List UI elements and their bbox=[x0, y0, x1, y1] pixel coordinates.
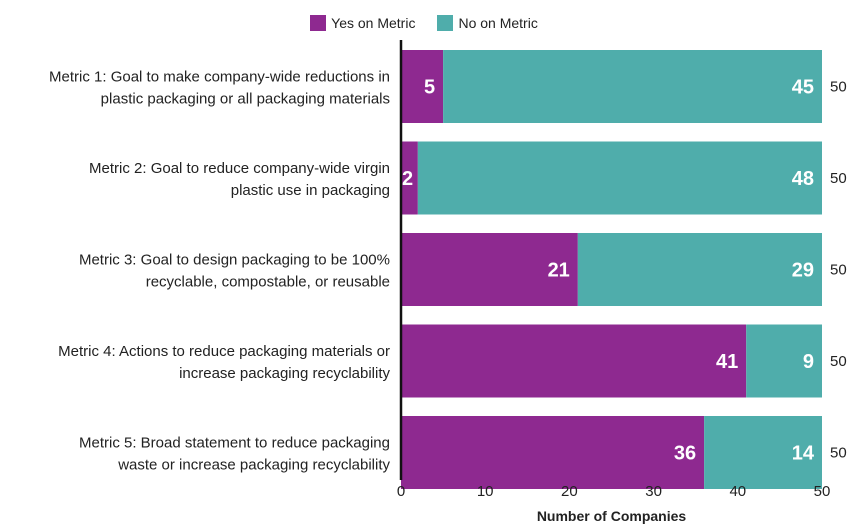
total-label-metric-2: 50 bbox=[830, 170, 847, 187]
category-label-metric-1: Metric 1: Goal to make company-wide redu… bbox=[49, 69, 390, 108]
total-label-metric-4: 50 bbox=[830, 353, 847, 370]
chart-legend: Yes on Metric No on Metric bbox=[0, 12, 848, 34]
category-label-metric-5: Metric 5: Broad statement to reduce pack… bbox=[79, 435, 391, 474]
bar-segment-yes-metric-4 bbox=[401, 324, 747, 398]
category-label-line: plastic packaging or all packaging mater… bbox=[101, 91, 390, 108]
category-label-line: Metric 2: Goal to reduce company-wide vi… bbox=[89, 160, 390, 177]
category-label-line: waste or increase packaging recyclabilit… bbox=[117, 457, 390, 474]
bar-value-label-no-metric-4: 9 bbox=[803, 351, 814, 373]
legend-label-no: No on Metric bbox=[458, 15, 538, 31]
bar-value-label-yes-metric-4: 41 bbox=[716, 351, 738, 373]
bar-value-label-yes-metric-1: 5 bbox=[424, 77, 435, 99]
bar-segment-yes-metric-2 bbox=[401, 141, 418, 215]
category-label-line: plastic use in packaging bbox=[231, 182, 390, 199]
bar-value-label-no-metric-1: 45 bbox=[792, 77, 814, 99]
category-label-metric-3: Metric 3: Goal to design packaging to be… bbox=[79, 252, 390, 291]
category-label-metric-4: Metric 4: Actions to reduce packaging ma… bbox=[58, 343, 390, 382]
category-label-line: Metric 5: Broad statement to reduce pack… bbox=[79, 435, 390, 452]
bar-value-label-no-metric-5: 14 bbox=[792, 443, 815, 465]
category-label-line: recyclable, compostable, or reusable bbox=[146, 274, 390, 291]
x-tick-label-40: 40 bbox=[729, 483, 746, 500]
category-label-metric-2: Metric 2: Goal to reduce company-wide vi… bbox=[89, 160, 390, 199]
x-tick-label-0: 0 bbox=[397, 483, 405, 500]
x-tick-label-30: 30 bbox=[645, 483, 662, 500]
bar-value-label-yes-metric-3: 21 bbox=[548, 260, 570, 282]
bar-segment-yes-metric-5 bbox=[401, 416, 705, 489]
x-tick-label-20: 20 bbox=[561, 483, 578, 500]
legend-swatch-yes bbox=[310, 15, 327, 31]
total-label-metric-1: 50 bbox=[830, 79, 847, 96]
bar-segment-yes-metric-1 bbox=[401, 50, 444, 123]
bar-value-label-no-metric-3: 29 bbox=[792, 260, 814, 282]
bar-segment-no-metric-1 bbox=[443, 50, 822, 123]
x-tick-label-50: 50 bbox=[814, 483, 831, 500]
x-axis-title: Number of Companies bbox=[537, 508, 687, 524]
category-label-line: Metric 4: Actions to reduce packaging ma… bbox=[58, 343, 390, 360]
category-label-line: Metric 1: Goal to make company-wide redu… bbox=[49, 69, 390, 86]
legend-swatch-no bbox=[437, 15, 454, 31]
total-label-metric-3: 50 bbox=[830, 262, 847, 279]
bar-segment-no-metric-5 bbox=[704, 416, 822, 489]
bar-value-label-no-metric-2: 48 bbox=[792, 168, 814, 190]
bar-segment-yes-metric-3 bbox=[401, 233, 578, 306]
total-label-metric-5: 50 bbox=[830, 445, 847, 462]
bar-segment-no-metric-3 bbox=[577, 233, 822, 306]
x-tick-label-10: 10 bbox=[477, 483, 494, 500]
legend-item-yes: Yes on Metric bbox=[310, 15, 415, 31]
bar-segment-no-metric-4 bbox=[746, 324, 822, 398]
category-label-line: Metric 3: Goal to design packaging to be… bbox=[79, 252, 390, 269]
legend-item-no: No on Metric bbox=[437, 15, 538, 31]
category-label-line: increase packaging recyclability bbox=[179, 365, 390, 382]
legend-label-yes: Yes on Metric bbox=[331, 15, 416, 31]
bar-value-label-yes-metric-5: 36 bbox=[674, 443, 696, 465]
bar-segment-no-metric-2 bbox=[417, 141, 822, 215]
bar-value-label-yes-metric-2: 2 bbox=[402, 168, 413, 190]
